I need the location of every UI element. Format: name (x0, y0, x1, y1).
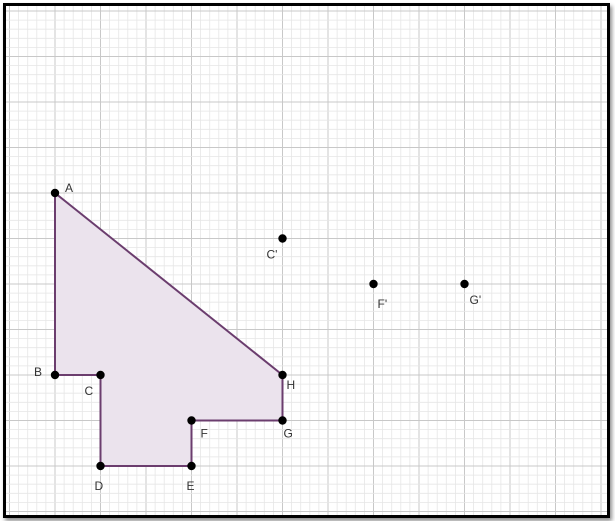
point-g[interactable] (278, 416, 287, 425)
point-c[interactable] (96, 370, 105, 380)
point-label-e: E (187, 479, 195, 493)
point-label-c: C (85, 384, 94, 398)
point-label-cp: C' (267, 248, 278, 262)
point-label-gp: G' (470, 293, 482, 307)
point-a[interactable] (50, 188, 60, 198)
point-label-b: B (34, 365, 42, 379)
point-e[interactable] (187, 461, 196, 471)
point-label-d: D (95, 479, 104, 493)
point-f[interactable] (187, 416, 196, 425)
point-h[interactable] (278, 370, 287, 380)
point-label-fp: F' (378, 297, 388, 311)
point-label-a: A (65, 181, 73, 195)
point-label-h: H (287, 378, 296, 392)
point-cp[interactable] (278, 234, 287, 243)
point-d[interactable] (96, 461, 105, 471)
point-b[interactable] (50, 370, 60, 380)
point-label-g: G (284, 427, 293, 441)
point-gp[interactable] (460, 279, 469, 289)
point-label-f: F (201, 427, 208, 441)
point-fp[interactable] (369, 279, 378, 289)
points: A B C D E F G H C' F' G' (34, 181, 481, 493)
coordinate-grid-diagram: A B C D E F G H C' F' G' (6, 6, 607, 515)
diagram-frame: A B C D E F G H C' F' G' (3, 3, 610, 518)
